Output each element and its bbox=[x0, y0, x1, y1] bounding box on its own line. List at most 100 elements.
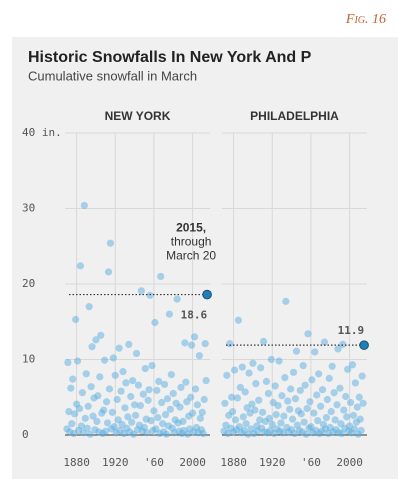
x-tick-label: 1880 bbox=[220, 456, 247, 469]
data-point bbox=[228, 393, 236, 401]
data-point bbox=[280, 412, 288, 420]
data-point bbox=[325, 374, 333, 382]
x-tick-label: 2000 bbox=[336, 456, 363, 469]
data-point bbox=[127, 392, 135, 401]
data-point bbox=[221, 399, 229, 407]
data-point bbox=[76, 262, 85, 270]
data-point bbox=[296, 386, 304, 395]
data-point bbox=[244, 430, 252, 438]
data-point bbox=[181, 339, 189, 347]
data-point bbox=[115, 344, 123, 352]
data-point bbox=[302, 430, 310, 438]
highlight-point bbox=[202, 289, 212, 300]
data-point bbox=[264, 389, 272, 398]
data-point bbox=[328, 362, 336, 370]
data-point bbox=[236, 383, 244, 392]
data-point bbox=[224, 429, 232, 438]
data-point bbox=[80, 201, 88, 210]
data-point bbox=[94, 392, 102, 400]
data-point bbox=[131, 401, 139, 409]
data-point bbox=[275, 357, 283, 365]
data-point bbox=[248, 400, 256, 408]
data-point bbox=[233, 394, 242, 402]
data-point bbox=[300, 418, 308, 426]
data-point bbox=[242, 420, 250, 428]
data-point bbox=[173, 295, 181, 303]
data-point bbox=[282, 297, 290, 305]
data-point bbox=[200, 395, 208, 404]
data-point bbox=[108, 408, 116, 416]
data-point bbox=[139, 390, 147, 398]
data-point bbox=[148, 361, 156, 370]
data-point bbox=[278, 392, 286, 400]
value-label: 18.6 bbox=[181, 309, 208, 322]
data-point bbox=[177, 383, 185, 392]
data-point bbox=[109, 354, 117, 362]
data-point bbox=[356, 415, 364, 423]
data-point bbox=[137, 287, 145, 295]
data-point bbox=[100, 406, 108, 414]
data-point bbox=[238, 363, 246, 371]
data-point bbox=[315, 370, 323, 378]
data-point bbox=[226, 340, 234, 348]
data-point bbox=[162, 430, 171, 438]
data-point bbox=[277, 419, 285, 427]
data-point bbox=[234, 316, 243, 324]
data-point bbox=[327, 407, 335, 416]
data-point bbox=[230, 366, 239, 374]
data-point bbox=[161, 411, 170, 419]
data-point bbox=[182, 378, 190, 386]
data-point bbox=[297, 410, 305, 418]
data-point bbox=[140, 423, 148, 432]
data-point bbox=[146, 291, 154, 299]
y-tick-label: 10 bbox=[22, 353, 35, 366]
data-point bbox=[78, 389, 86, 397]
data-point bbox=[188, 341, 196, 349]
data-point bbox=[359, 399, 367, 407]
data-point bbox=[281, 374, 289, 382]
data-point bbox=[81, 414, 89, 422]
data-point bbox=[274, 401, 282, 410]
data-point bbox=[343, 413, 351, 421]
data-point bbox=[311, 348, 319, 356]
data-point bbox=[93, 417, 101, 426]
annotation: 2015, bbox=[176, 221, 206, 235]
data-point bbox=[308, 376, 316, 384]
data-point bbox=[249, 359, 257, 367]
data-point bbox=[317, 402, 325, 410]
x-tick-label: 1920 bbox=[259, 456, 286, 469]
data-point bbox=[339, 340, 347, 348]
data-point bbox=[284, 397, 292, 405]
data-point bbox=[160, 380, 169, 389]
data-point bbox=[259, 337, 268, 345]
data-point bbox=[150, 407, 158, 415]
data-point bbox=[279, 429, 287, 437]
x-tick-label: '60 bbox=[301, 456, 321, 469]
data-point bbox=[120, 429, 128, 438]
data-point bbox=[271, 382, 279, 390]
data-point bbox=[288, 415, 297, 423]
data-point bbox=[344, 365, 352, 373]
data-point bbox=[67, 384, 75, 392]
data-point bbox=[122, 379, 130, 387]
data-point bbox=[195, 352, 203, 360]
panel-title: NEW YORK bbox=[105, 109, 171, 123]
data-point bbox=[336, 384, 344, 392]
data-point bbox=[333, 401, 341, 409]
data-point bbox=[104, 268, 113, 276]
data-point bbox=[320, 338, 329, 346]
data-point bbox=[307, 423, 315, 431]
data-point bbox=[199, 429, 207, 438]
data-point bbox=[125, 340, 133, 348]
data-point bbox=[202, 377, 210, 385]
data-point bbox=[169, 389, 177, 398]
data-point bbox=[102, 427, 110, 435]
data-point bbox=[313, 391, 321, 399]
data-point bbox=[176, 403, 184, 411]
data-point bbox=[167, 371, 175, 379]
data-point bbox=[119, 367, 127, 376]
data-point bbox=[322, 414, 330, 422]
data-point bbox=[102, 398, 111, 406]
y-tick-label: 20 bbox=[22, 277, 35, 290]
data-point bbox=[103, 419, 112, 427]
